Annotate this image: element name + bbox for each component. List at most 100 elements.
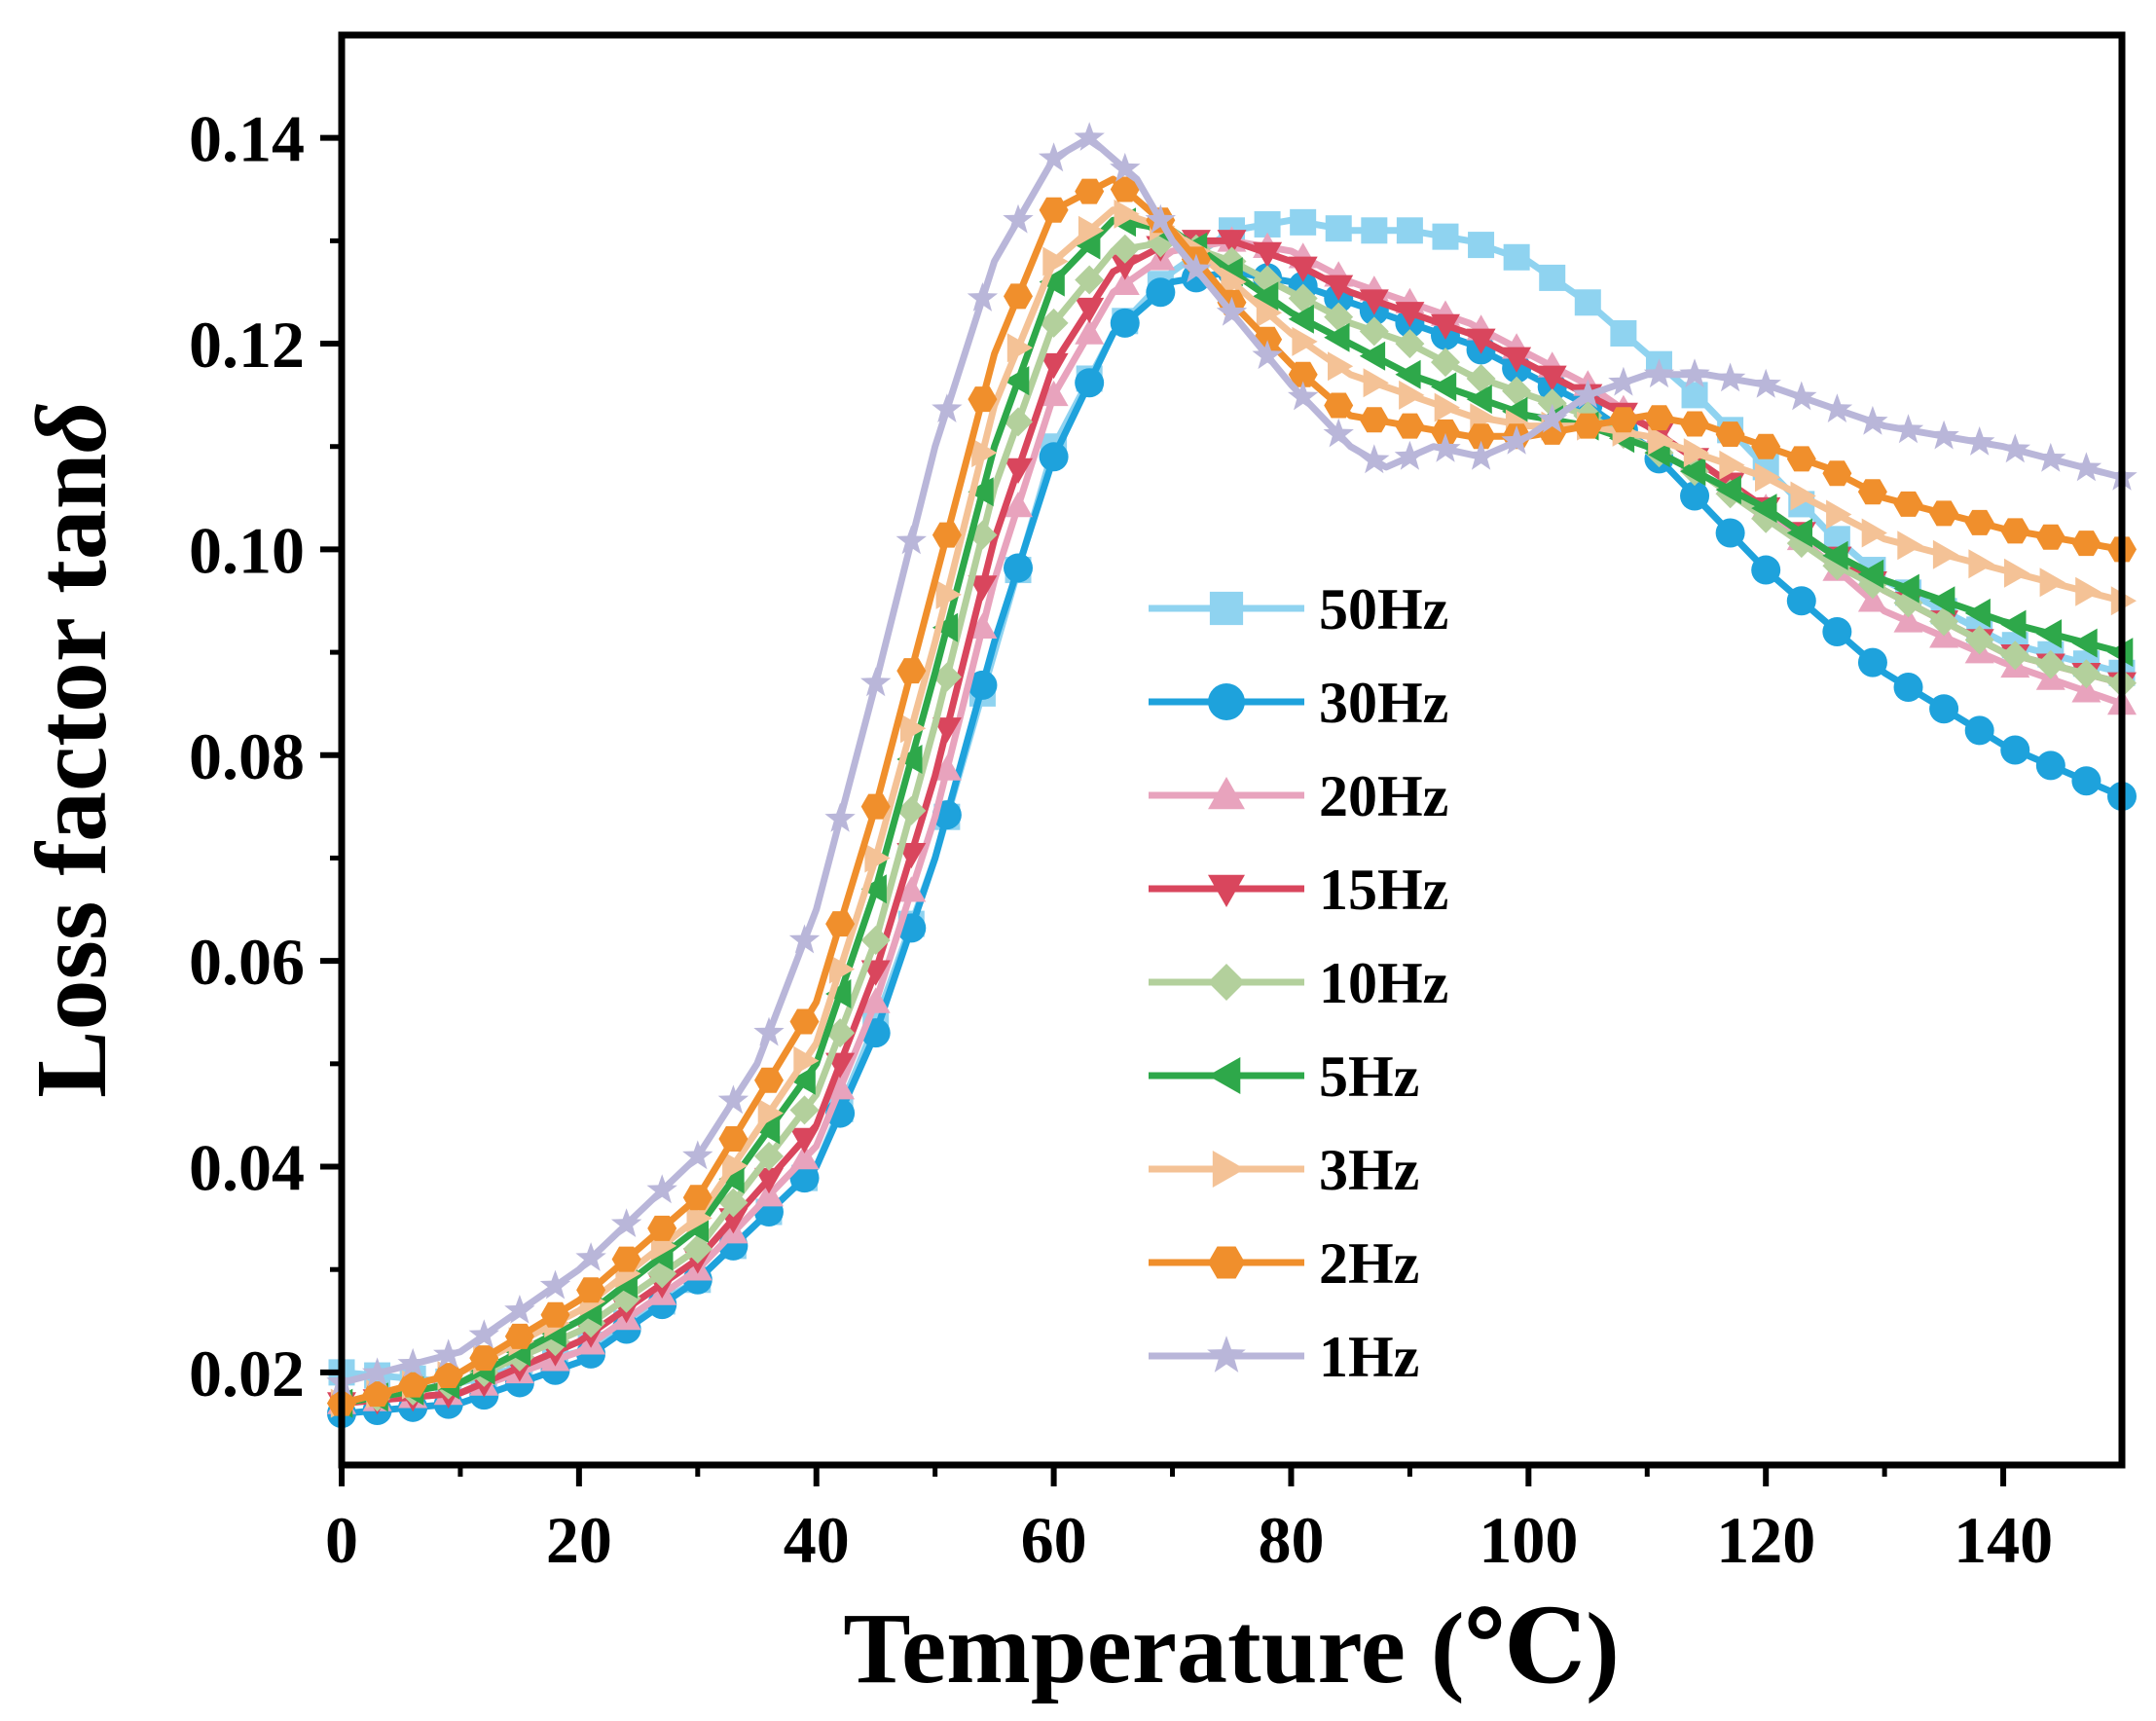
data-point-1hz xyxy=(1821,393,1853,422)
data-point-3hz xyxy=(722,1151,749,1181)
legend-item-30hz: 30Hz xyxy=(1149,671,1448,735)
data-point-1hz xyxy=(860,667,892,697)
data-point-3hz xyxy=(2004,558,2030,588)
data-point-30hz xyxy=(1146,277,1176,308)
data-point-3hz xyxy=(793,1045,820,1076)
data-point-1hz xyxy=(1145,203,1176,234)
data-point-1hz xyxy=(610,1208,642,1237)
data-point-1hz xyxy=(1110,152,1141,182)
data-point-1hz xyxy=(1608,366,1639,396)
data-point-1hz xyxy=(1074,122,1105,151)
data-point-1hz xyxy=(1537,403,1568,433)
data-point-3hz xyxy=(1897,531,1923,561)
legend-marker-50hz xyxy=(1209,591,1244,626)
data-point-3hz xyxy=(1755,462,1781,493)
data-point-10hz xyxy=(1039,308,1069,338)
legend: 50Hz 30Hz 20Hz 15Hz 10Hz 5Hz 3Hz 2Hz 1Hz xyxy=(1149,577,1448,1389)
data-point-3hz xyxy=(1292,326,1318,356)
data-point-3hz xyxy=(1968,549,1994,579)
y-axis-title: Loss factor tanδ xyxy=(16,401,128,1098)
series-layer xyxy=(326,122,2138,1429)
data-point-15hz xyxy=(1253,241,1283,268)
legend-label-10hz: 10Hz xyxy=(1319,951,1448,1015)
data-point-3hz xyxy=(864,843,891,873)
data-point-2hz xyxy=(1573,413,1603,439)
data-point-5hz xyxy=(1822,540,1848,570)
x-tick-label: 100 xyxy=(1479,1503,1578,1577)
data-point-1hz xyxy=(932,393,963,422)
data-point-10hz xyxy=(2000,641,2030,671)
x-axis-title: Temperature (℃) xyxy=(843,1593,1620,1704)
data-point-5hz xyxy=(1786,518,1812,548)
data-point-10hz xyxy=(1395,329,1425,359)
data-point-3hz xyxy=(1790,481,1816,511)
legend-marker-20hz xyxy=(1208,777,1245,810)
legend-item-20hz: 20Hz xyxy=(1149,764,1448,828)
data-point-2hz xyxy=(896,658,927,684)
data-point-20hz xyxy=(932,754,962,781)
data-point-1hz xyxy=(1181,253,1212,283)
data-point-3hz xyxy=(1826,499,1852,530)
data-point-20hz xyxy=(754,1181,784,1207)
data-point-3hz xyxy=(1363,368,1389,398)
axes-layer: 0 20 40 60 80 100 120 140 0.02 0.04 0.06 0.08 0.10 0.… xyxy=(189,102,2053,1577)
y-tick-label: 0.14 xyxy=(189,102,305,176)
data-point-2hz xyxy=(825,911,856,937)
data-point-1hz xyxy=(1465,440,1497,470)
data-point-50hz xyxy=(1361,217,1388,244)
data-point-1hz xyxy=(2035,442,2066,472)
data-point-50hz xyxy=(1432,223,1459,250)
data-point-1hz xyxy=(1999,433,2030,463)
data-point-3hz xyxy=(1434,392,1460,422)
data-point-5hz xyxy=(1324,322,1350,352)
data-point-1hz xyxy=(575,1242,606,1271)
data-point-15hz xyxy=(1217,230,1247,256)
data-point-2hz xyxy=(433,1363,463,1388)
data-point-30hz xyxy=(1039,442,1069,472)
data-point-30hz xyxy=(1075,368,1105,398)
data-point-3hz xyxy=(1114,199,1140,229)
y-tick-label: 0.10 xyxy=(189,513,305,587)
data-point-5hz xyxy=(968,477,994,507)
data-point-5hz xyxy=(1395,359,1421,389)
data-point-1hz xyxy=(1928,420,1959,450)
series-2hz xyxy=(327,175,2137,1416)
x-tick-label: 40 xyxy=(784,1503,850,1577)
data-point-2hz xyxy=(1715,421,1745,447)
data-point-2hz xyxy=(1680,411,1709,437)
data-point-30hz xyxy=(1857,647,1887,677)
data-point-20hz xyxy=(860,987,891,1013)
data-point-5hz xyxy=(1004,366,1030,396)
data-point-20hz xyxy=(1110,269,1140,295)
data-point-10hz xyxy=(789,1095,820,1125)
data-point-1hz xyxy=(646,1174,677,1204)
data-point-2hz xyxy=(2071,531,2101,557)
data-point-1hz xyxy=(361,1357,393,1387)
data-point-2hz xyxy=(1324,392,1354,419)
y-tick-label: 0.04 xyxy=(189,1131,305,1205)
data-point-3hz xyxy=(1256,298,1283,328)
series-20hz xyxy=(327,226,2137,1414)
data-point-1hz xyxy=(1216,296,1248,326)
data-point-10hz xyxy=(932,662,962,692)
data-point-1hz xyxy=(1430,432,1461,462)
data-point-10hz xyxy=(1110,234,1140,264)
data-point-3hz xyxy=(686,1203,713,1233)
y-tick-label: 0.06 xyxy=(189,925,305,999)
data-point-2hz xyxy=(1075,178,1105,204)
data-point-5hz xyxy=(1466,384,1492,415)
data-point-2hz xyxy=(932,522,962,548)
data-point-20hz xyxy=(2071,677,2101,703)
x-tick-label: 80 xyxy=(1258,1503,1324,1577)
data-point-1hz xyxy=(1038,142,1070,172)
data-point-10hz xyxy=(1324,302,1354,332)
legend-marker-2hz xyxy=(1208,1246,1245,1279)
data-point-2hz xyxy=(540,1301,570,1328)
data-point-1hz xyxy=(539,1269,571,1300)
data-point-3hz xyxy=(971,438,998,468)
data-point-50hz xyxy=(1396,217,1423,244)
data-point-15hz xyxy=(1288,256,1318,282)
data-point-2hz xyxy=(754,1067,784,1093)
data-point-5hz xyxy=(754,1115,781,1145)
x-tick-label: 120 xyxy=(1716,1503,1815,1577)
